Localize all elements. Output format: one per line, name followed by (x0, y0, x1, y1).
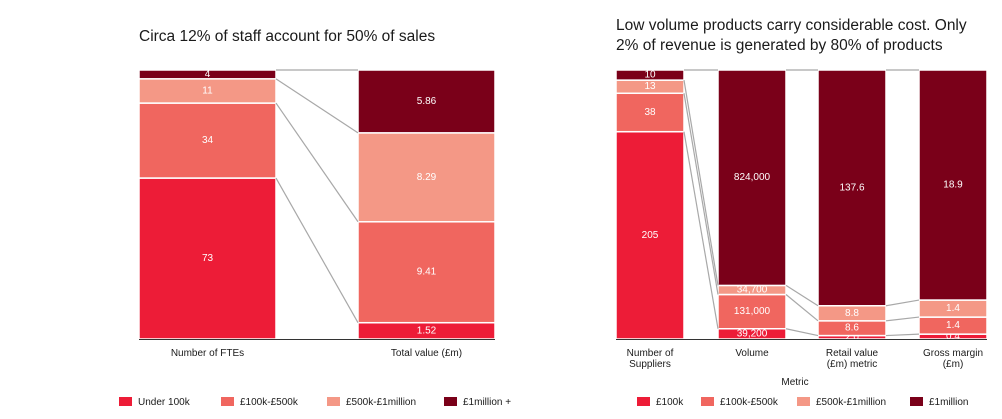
legend-label-100k-500k: £100k-£500k (720, 397, 779, 408)
legend-label-500k-1million: £500k-£1million (816, 397, 886, 408)
category-label-0-1: Suppliers (629, 359, 671, 370)
legend-swatch-1million (910, 397, 923, 406)
connector-line-0-2 (275, 78, 359, 134)
legend-swatch-1million (444, 397, 457, 406)
data-label-100k-500k-3: 1.4 (946, 320, 960, 331)
bar-1million-1 (357, 69, 496, 134)
legend-swatch-100k-500k (701, 397, 714, 406)
left-legend: Under 100k £100k-£500k £500k-£1million £1mi… (119, 397, 511, 408)
data-label-100k-500k-2: 8.6 (845, 323, 859, 334)
category-label-2-0: Retail value (826, 348, 879, 359)
connector-line-0-1 (683, 93, 719, 295)
category-label-3-0: Gross margin (923, 348, 983, 359)
bar-100k-500k-0 (138, 102, 277, 179)
right-legend: £100k £100k-£500k £500k-£1million £1million (637, 397, 968, 408)
connector-line-1-2 (785, 284, 819, 307)
category-label-0: Number of FTEs (171, 348, 244, 359)
data-label-500k-1million-1: 34,700 (737, 284, 768, 295)
connector-line-0-2 (683, 80, 719, 286)
data-label-1million-3: 18.9 (943, 180, 963, 191)
legend-label-under-100k: Under 100k (138, 397, 191, 408)
data-label-500k-1million-0: 11 (202, 85, 213, 96)
category-label-0-0: Number of (627, 348, 674, 359)
data-label-100k-500k-1: 9.41 (417, 267, 437, 278)
data-label-500k-1million-0: 13 (644, 81, 656, 92)
bar-1million-2 (817, 69, 887, 307)
category-label-1: Volume (735, 348, 769, 359)
data-label-500k-1million-3: 1.4 (946, 303, 960, 314)
legend-label-100k: £100k (656, 397, 684, 408)
data-label-100k-1: 39,200 (737, 328, 768, 339)
right-chart-title-line-2: 2% of revenue is generated by 80% of pro… (616, 37, 943, 54)
data-label-100k-500k-1: 131,000 (734, 306, 771, 317)
bar-100k-500k-1 (717, 293, 787, 330)
data-label-500k-1million-2: 8.8 (845, 308, 859, 319)
legend-swatch-100k-500k (221, 397, 234, 406)
bar-under-100k-0 (138, 177, 277, 340)
connector-line-0-0 (683, 131, 719, 329)
data-label-1million-1: 5.86 (417, 96, 437, 107)
connector-line-1-1 (785, 294, 819, 322)
category-label-2-1: (£m) metric (827, 359, 878, 370)
legend-swatch-under-100k (119, 397, 132, 406)
connector-line-2-2 (885, 299, 920, 307)
bar-1million-0 (615, 69, 685, 81)
connector-line-2-1 (885, 316, 920, 322)
legend-swatch-100k (637, 397, 650, 406)
category-label-1: Total value (£m) (391, 348, 462, 359)
right-chart: 20538131039,200131,00034,700824,0002.08.… (615, 69, 988, 370)
connector-line-1-0 (785, 328, 819, 337)
bar-1million-0 (138, 69, 277, 80)
data-label-1million-0: 10 (644, 70, 656, 81)
data-label-under-100k-0: 73 (202, 253, 214, 264)
bar-1million-3 (918, 69, 988, 301)
connector-line-0-1 (275, 102, 359, 223)
legend-label-1million: £1million (929, 397, 968, 408)
bar-500k-1million-1 (357, 132, 496, 223)
connector-line-0-0 (275, 177, 359, 323)
data-label-100k-500k-0: 34 (202, 135, 214, 146)
legend-label-100k-500k: £100k-£500k (240, 397, 299, 408)
data-label-500k-1million-1: 8.29 (417, 172, 437, 183)
data-label-1million-2: 137.6 (839, 182, 864, 193)
connector-line-2-0 (885, 333, 920, 337)
data-label-under-100k-1: 1.52 (417, 325, 437, 336)
bar-100k-500k-1 (357, 221, 496, 324)
left-chart-title: Circa 12% of staff account for 50% of sa… (139, 28, 435, 45)
category-label-3-1: (£m) (943, 359, 964, 370)
data-label-1million-0: 4 (205, 69, 211, 80)
data-label-100k-0: 205 (642, 230, 659, 241)
bar-1million-1 (717, 69, 787, 287)
data-label-100k-3: 0.4 (946, 331, 960, 342)
legend-label-1million: £1million + (463, 397, 511, 408)
legend-swatch-500k-1million (797, 397, 810, 406)
right-chart-title-line-1: Low volume products carry considerable c… (616, 17, 967, 34)
data-label-100k-500k-0: 38 (644, 107, 656, 118)
legend-label-500k-1million: £500k-£1million (346, 397, 416, 408)
left-chart: 73 34 11 4 1.52 9.41 8.29 5.86 Number of FTEs Tot… (138, 69, 496, 359)
data-label-1million-1: 824,000 (734, 172, 771, 183)
right-x-axis-label: Metric (781, 377, 808, 388)
data-label-100k-2: 2.0 (845, 332, 859, 343)
legend-swatch-500k-1million (327, 397, 340, 406)
